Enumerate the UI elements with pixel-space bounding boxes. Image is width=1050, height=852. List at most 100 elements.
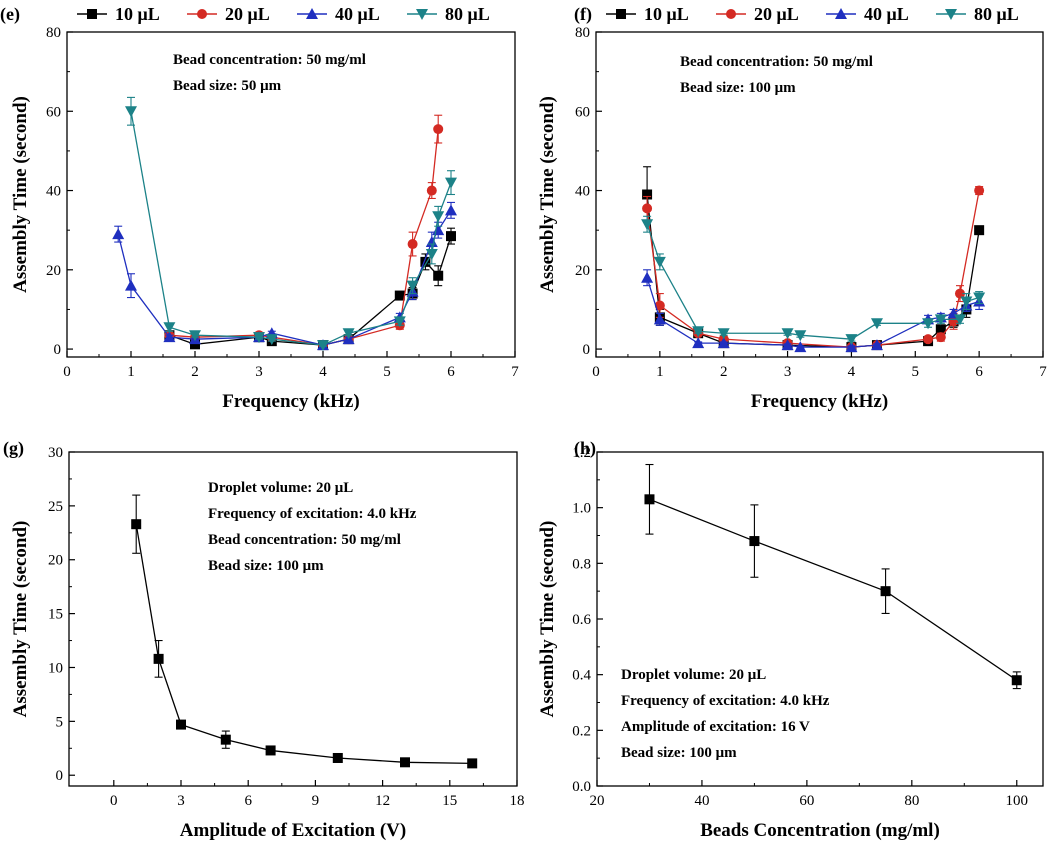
data-point bbox=[692, 326, 705, 338]
data-point bbox=[922, 318, 935, 330]
y-tick-label: 40 bbox=[575, 184, 590, 200]
data-point bbox=[153, 653, 164, 664]
annotation-text: Bead concentration: 50 mg/ml bbox=[680, 54, 873, 70]
x-tick-label: 15 bbox=[442, 793, 457, 809]
y-tick-label: 0.2 bbox=[572, 723, 591, 739]
legend-marker bbox=[835, 8, 847, 19]
legend-marker bbox=[416, 9, 428, 20]
y-tick-label: 0.0 bbox=[572, 779, 591, 795]
data-point bbox=[870, 318, 883, 330]
data-point bbox=[845, 334, 858, 346]
y-tick-label: 0.8 bbox=[572, 556, 591, 572]
y-tick-label: 20 bbox=[46, 263, 61, 279]
series-40-uL bbox=[112, 201, 457, 351]
panel-label: (f) bbox=[574, 4, 592, 25]
data-point bbox=[467, 758, 478, 769]
y-tick-label: 40 bbox=[46, 184, 61, 200]
x-tick-label: 1 bbox=[656, 364, 664, 380]
panel-e: 0 1 2 3 4 5 6 7 0 20 40 60 80 Frequency (kHz) Assembly… bbox=[0, 4, 519, 412]
annotation-text: Frequency of excitation: 4.0 kHz bbox=[208, 506, 417, 522]
y-tick-label: 60 bbox=[46, 104, 61, 120]
data-point bbox=[112, 228, 125, 240]
panel-label: (h) bbox=[574, 438, 596, 459]
x-tick-label: 6 bbox=[244, 793, 252, 809]
data-point bbox=[794, 341, 807, 353]
data-point bbox=[845, 341, 858, 353]
x-tick-label: 80 bbox=[904, 793, 919, 809]
data-point bbox=[717, 337, 730, 349]
legend-label: 10 μL bbox=[115, 4, 160, 24]
y-tick-label: 0.4 bbox=[572, 668, 591, 684]
data-point bbox=[880, 586, 891, 597]
legend-label: 80 μL bbox=[445, 4, 490, 24]
y-tick-label: 10 bbox=[48, 660, 63, 676]
y-tick-label: 0 bbox=[583, 342, 591, 358]
annotation-text: Droplet volume: 20 μL bbox=[208, 480, 353, 496]
legend-label: 80 μL bbox=[974, 4, 1019, 24]
x-tick-label: 5 bbox=[383, 364, 391, 380]
series-line bbox=[649, 498, 1018, 681]
x-tick-label: 6 bbox=[447, 364, 455, 380]
x-tick-label: 20 bbox=[590, 793, 605, 809]
y-axis-label: Assembly Time (second) bbox=[10, 96, 31, 293]
annotation-text: Bead size: 100 μm bbox=[680, 80, 796, 96]
x-tick-label: 100 bbox=[1006, 793, 1029, 809]
x-tick-label: 12 bbox=[375, 793, 390, 809]
x-axis-label: Beads Concentration (mg/ml) bbox=[700, 820, 940, 841]
x-tick-label: 18 bbox=[510, 793, 525, 809]
x-tick-label: 2 bbox=[191, 364, 199, 380]
data-point bbox=[781, 328, 794, 340]
series-80-uL bbox=[641, 215, 986, 346]
y-tick-label: 1.2 bbox=[572, 445, 591, 461]
data-point bbox=[653, 313, 666, 325]
data-point bbox=[394, 290, 405, 301]
plot-frame bbox=[596, 451, 1044, 787]
series-line bbox=[130, 111, 452, 346]
x-tick-label: 3 bbox=[177, 793, 185, 809]
data-point bbox=[973, 292, 986, 304]
data-point bbox=[332, 752, 343, 763]
y-tick-label: 0.6 bbox=[572, 612, 591, 628]
y-tick-label: 80 bbox=[575, 25, 590, 41]
panel-g: 0 3 6 9 12 15 18 0 5 10 15 20 25 30 Amplitude of Excit… bbox=[3, 438, 525, 841]
annotation-text: Bead concentration: 50 mg/ml bbox=[173, 52, 366, 68]
panel-h: 20 40 60 80 100 0.0 0.2 0.4 0.6 0.8 1.0 1.2 Beads Co… bbox=[537, 438, 1044, 841]
x-tick-label: 0 bbox=[592, 364, 600, 380]
data-point bbox=[265, 745, 276, 756]
data-point bbox=[445, 177, 457, 189]
panel-f: 0 1 2 3 4 5 6 7 0 20 40 60 80 Frequency (kHz) Assembly… bbox=[537, 4, 1047, 412]
annotation-text: Bead size: 100 μm bbox=[621, 745, 737, 761]
legend: 10 μL 20 μL 40 μL 80 μL bbox=[606, 4, 1019, 24]
data-point bbox=[433, 124, 444, 135]
data-point bbox=[781, 339, 794, 351]
x-tick-label: 9 bbox=[312, 793, 320, 809]
legend-label: 40 μL bbox=[335, 4, 380, 24]
data-point bbox=[935, 332, 946, 343]
x-tick-label: 0 bbox=[110, 793, 118, 809]
data-point bbox=[641, 271, 654, 283]
x-axis-label: Frequency (kHz) bbox=[222, 391, 359, 412]
series-data bbox=[131, 494, 478, 769]
legend-marker bbox=[945, 9, 957, 20]
data-point bbox=[426, 185, 437, 196]
x-tick-label: 6 bbox=[975, 364, 983, 380]
data-point bbox=[393, 316, 406, 328]
data-point bbox=[749, 536, 760, 547]
data-point bbox=[974, 225, 985, 236]
y-tick-label: 5 bbox=[56, 714, 64, 730]
data-point bbox=[406, 280, 419, 292]
data-point bbox=[189, 330, 201, 342]
y-tick-label: 60 bbox=[575, 104, 590, 120]
data-point bbox=[131, 519, 142, 530]
data-point bbox=[407, 239, 418, 250]
data-point bbox=[432, 211, 445, 223]
y-tick-label: 15 bbox=[48, 607, 63, 623]
annotation-text: Droplet volume: 20 μL bbox=[621, 667, 766, 683]
x-tick-label: 40 bbox=[694, 793, 709, 809]
y-axis-label: Assembly Time (second) bbox=[537, 521, 558, 718]
legend-marker bbox=[306, 8, 318, 19]
data-point bbox=[935, 324, 946, 335]
legend-marker bbox=[197, 9, 207, 19]
annotation-text: Bead size: 100 μm bbox=[208, 558, 324, 574]
